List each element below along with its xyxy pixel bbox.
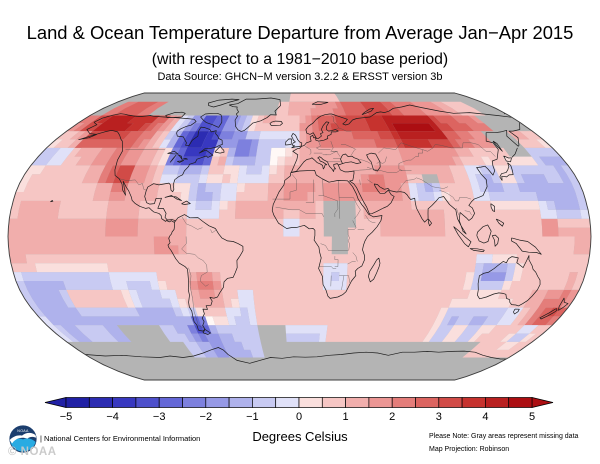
svg-text:NOAA: NOAA [17,429,29,433]
